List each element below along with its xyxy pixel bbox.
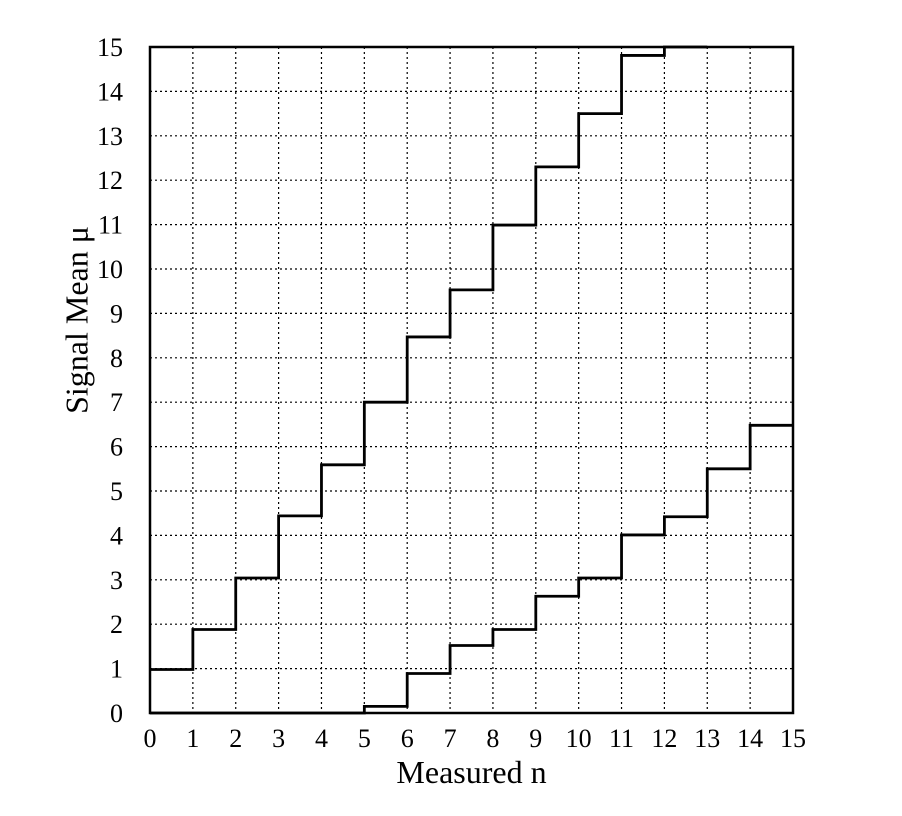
x-tick-label: 6 bbox=[401, 724, 414, 753]
x-tick-label: 12 bbox=[651, 724, 677, 753]
x-tick-label: 10 bbox=[566, 724, 592, 753]
x-tick-label: 13 bbox=[694, 724, 720, 753]
x-tick-label: 7 bbox=[444, 724, 457, 753]
x-tick-label: 8 bbox=[486, 724, 499, 753]
x-tick-label: 9 bbox=[529, 724, 542, 753]
y-tick-label: 5 bbox=[110, 477, 123, 506]
x-tick-label: 2 bbox=[229, 724, 242, 753]
y-tick-label: 15 bbox=[97, 33, 123, 62]
plot-frame bbox=[148, 45, 795, 715]
y-axis-label: Signal Mean μ bbox=[58, 226, 94, 414]
grid bbox=[150, 47, 793, 713]
y-tick-label: 1 bbox=[110, 655, 123, 684]
y-tick-label: 8 bbox=[110, 344, 123, 373]
y-tick-label: 4 bbox=[110, 521, 123, 550]
x-tick-labels: 0 1 2 3 4 5 6 7 8 9 10 11 12 13 14 15 bbox=[144, 724, 807, 753]
x-tick-label: 3 bbox=[272, 724, 285, 753]
y-tick-label: 9 bbox=[110, 299, 123, 328]
y-tick-label: 3 bbox=[110, 566, 123, 595]
lower-limit-step-line bbox=[150, 423, 793, 715]
y-tick-label: 0 bbox=[110, 699, 123, 728]
y-tick-label: 11 bbox=[98, 211, 123, 240]
x-tick-label: 0 bbox=[144, 724, 157, 753]
x-axis-label: Measured n bbox=[396, 754, 546, 790]
x-tick-label: 14 bbox=[737, 724, 763, 753]
y-tick-label: 12 bbox=[97, 166, 123, 195]
y-tick-label: 10 bbox=[97, 255, 123, 284]
x-tick-label: 1 bbox=[186, 724, 199, 753]
y-tick-label: 7 bbox=[110, 388, 123, 417]
x-tick-label: 11 bbox=[609, 724, 634, 753]
x-tick-label: 4 bbox=[315, 724, 328, 753]
y-tick-label: 2 bbox=[110, 610, 123, 639]
x-tick-label: 15 bbox=[780, 724, 806, 753]
upper-limit-step-line bbox=[150, 45, 708, 671]
y-tick-label: 13 bbox=[97, 122, 123, 151]
series-group bbox=[150, 45, 793, 715]
y-tick-label: 14 bbox=[97, 77, 123, 106]
y-tick-label: 6 bbox=[110, 433, 123, 462]
x-tick-label: 5 bbox=[358, 724, 371, 753]
